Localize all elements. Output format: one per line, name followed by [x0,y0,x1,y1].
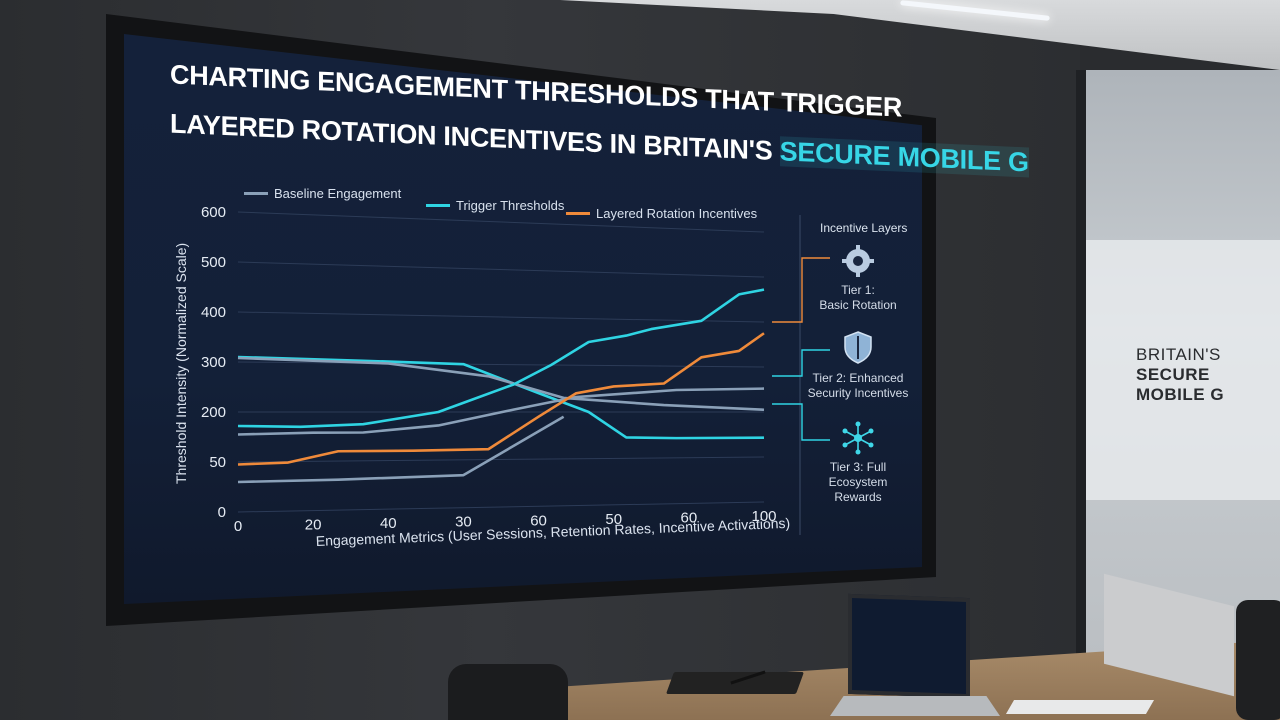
legend-trigger-label: Trigger Thresholds [456,198,565,213]
shield-icon [844,331,872,364]
office-chair [448,664,568,720]
office-chair-right [1236,600,1280,720]
tier-1-line2: Basic Rotation [819,298,897,312]
series-line [237,332,765,466]
x-tick-label: 60 [681,509,698,526]
grid-line [237,501,765,513]
x-tick-label: 40 [380,515,397,532]
x-tick-label: 0 [234,518,242,535]
y-tick-label: 0 [218,504,226,521]
table-cable-plate [1005,700,1155,714]
tier-2-label: Tier 2: Enhanced Security Incentives [803,371,913,401]
tier-3-line1: Tier 3: Full [829,460,887,474]
gear-icon [842,245,874,277]
legend-layered-swatch [566,212,590,215]
y-tick-label: 600 [201,204,226,221]
tier-3-line3: Rewards [834,490,882,504]
frosted-band [1086,240,1280,500]
wall-sign-line1: BRITAIN'S [1136,345,1221,364]
legend-baseline-label: Baseline Engagement [274,186,402,201]
x-tick-label: 50 [605,511,622,528]
x-tick-labels: 0 20 40 30 60 50 60 100 [234,508,777,535]
x-tick-label: 30 [455,514,472,531]
series-line-secondary [237,356,765,412]
chart-legend: Baseline Engagement Trigger Thresholds L… [244,186,764,226]
laptop-base [830,696,1000,716]
x-tick-label: 100 [751,508,776,525]
y-axis-title: Threshold Intensity (Normalized Scale) [173,243,189,484]
tier-3-label: Tier 3: Full Ecosystem Rewards [803,460,913,505]
y-tick-label: 200 [201,404,226,421]
wall-sign: BRITAIN'S SECURE MOBILE G [1136,345,1224,405]
chart-grid [237,211,765,513]
glass-frame [1076,70,1086,720]
legend-trigger-swatch [426,204,450,207]
tier-3-line2: Ecosystem [828,475,888,489]
side-panel-title: Incentive Layers [820,221,908,235]
series-line [237,387,765,436]
series-line [237,288,765,429]
y-tick-label: 50 [209,454,226,471]
series-line-secondary [237,415,565,484]
legend-baseline-swatch [244,192,268,195]
grid-line [237,261,765,278]
grid-line [237,311,765,323]
legend-layered-label: Layered Rotation Incentives [596,206,758,221]
y-tick-label: 300 [201,354,226,371]
tier-connectors [772,257,830,441]
tv-screen [124,34,922,604]
legend-layered: Layered Rotation Incentives [566,206,757,221]
grid-line [237,361,765,368]
grid-line [237,211,765,233]
laptop-screen [848,593,970,699]
network-icon [842,421,874,455]
legend-baseline: Baseline Engagement [244,186,401,201]
wall-sign-line2: SECURE [1136,365,1210,384]
chart-lines [237,288,765,484]
x-tick-label: 60 [530,512,547,529]
y-tick-label: 500 [201,254,226,271]
tier-2-line2: Security Incentives [807,386,909,400]
wall-sign-line3: MOBILE G [1136,385,1225,404]
y-tick-label: 400 [201,304,226,321]
grid-line [237,456,765,463]
tier-2-line1: Tier 2: Enhanced [812,371,904,385]
tier-1-line1: Tier 1: [841,283,875,297]
tier-1-label: Tier 1: Basic Rotation [803,283,913,313]
x-tick-label: 20 [305,517,322,534]
legend-trigger: Trigger Thresholds [426,198,564,213]
